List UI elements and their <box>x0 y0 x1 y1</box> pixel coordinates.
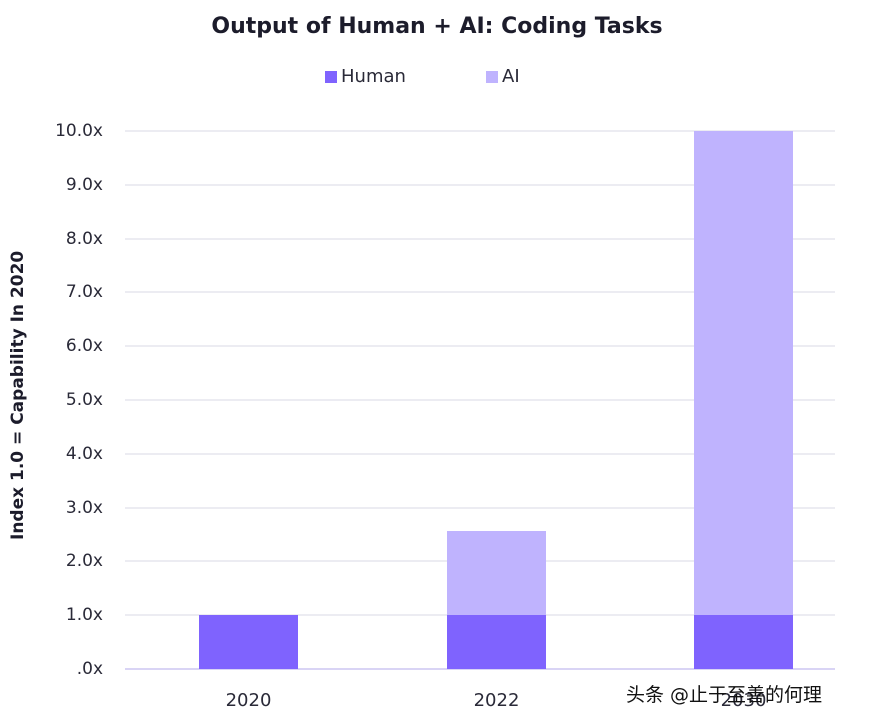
legend-label-human: Human <box>341 66 406 87</box>
y-tick-label: 10.0x <box>55 121 103 141</box>
gridline <box>125 345 835 348</box>
gridline <box>125 399 835 401</box>
gridline <box>125 130 835 132</box>
legend-swatch-human <box>325 70 337 83</box>
bar-human-2022 <box>447 615 546 669</box>
bar-ai-2030 <box>694 131 793 616</box>
legend-item-human: Human <box>325 66 406 87</box>
x-tick-label: 2030 <box>720 690 767 711</box>
y-tick-label: 7.0x <box>65 282 103 303</box>
x-tick-label: 2022 <box>473 690 520 711</box>
bar-ai-2022 <box>447 530 546 616</box>
gridline <box>125 183 835 186</box>
x-axis-line <box>125 668 835 670</box>
y-tick-label: 3.0x <box>65 497 103 518</box>
legend-swatch-ai <box>486 70 498 83</box>
y-tick-label: 2.0x <box>65 551 103 572</box>
legend-item-ai: AI <box>486 66 520 87</box>
bar-human-2020 <box>199 615 298 669</box>
y-tick-label: 9.0x <box>65 174 103 195</box>
y-tick-label: 1.0x <box>65 605 103 626</box>
watermark: 头条 @止于至善的何理 <box>626 684 823 706</box>
y-tick-label: 4.0x <box>65 443 103 464</box>
x-tick-label: 2020 <box>225 690 272 711</box>
gridline <box>125 237 835 240</box>
gridline <box>125 291 835 294</box>
y-tick-label: 8.0x <box>65 228 103 249</box>
bar-human-2030 <box>694 615 793 669</box>
y-tick-label: 5.0x <box>65 390 103 410</box>
y-tick-label: 6.0x <box>65 336 103 357</box>
legend: Human AI <box>0 66 874 88</box>
gridline <box>125 506 835 509</box>
y-tick-label: .0x <box>76 659 103 679</box>
legend-label-ai: AI <box>502 66 520 87</box>
chart-title: Output of Human + AI: Coding Tasks <box>211 14 663 39</box>
gridline <box>125 452 835 455</box>
